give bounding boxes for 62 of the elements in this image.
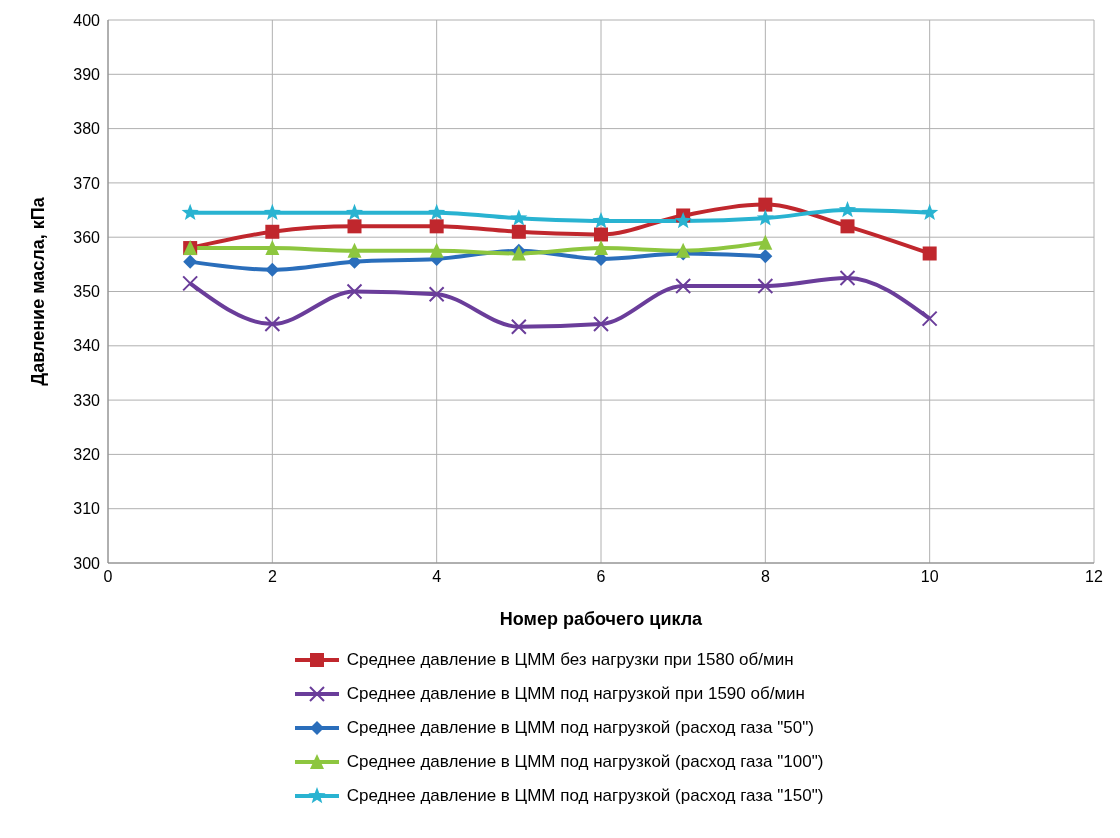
point: [676, 242, 691, 258]
x-tick-label: 2: [267, 568, 277, 586]
point: [758, 249, 773, 264]
point: [264, 316, 281, 333]
point: [428, 203, 446, 221]
x-axis-title: Номер рабочего цикла: [499, 609, 704, 629]
point: [593, 316, 609, 333]
point: [265, 240, 280, 256]
point: [181, 203, 199, 221]
point: [346, 283, 363, 300]
x-tick-label: 4: [432, 568, 442, 586]
y-tick-label: 390: [73, 65, 101, 83]
y-tick-label: 300: [73, 554, 101, 572]
point: [674, 211, 692, 229]
legend-label: Среднее давление в ЦММ под нагрузкой (расход газа "100"): [346, 752, 824, 772]
legend-label: Среднее давление в ЦММ под нагрузкой при 1590 об/мин: [346, 684, 805, 704]
point: [182, 275, 199, 292]
point: [592, 211, 610, 229]
point: [756, 209, 774, 226]
x-tick-label: 12: [1085, 568, 1103, 586]
x-tick-label: 8: [760, 568, 770, 586]
point: [265, 224, 280, 239]
legend-label: Среднее давление в ЦММ под нагрузкой (расход газа "150"): [346, 786, 824, 806]
y-tick-label: 310: [73, 500, 101, 518]
point: [429, 219, 444, 234]
point: [921, 310, 938, 327]
y-tick-label: 370: [73, 174, 101, 192]
point: [758, 197, 773, 212]
y-tick-label: 360: [73, 228, 101, 246]
point: [265, 262, 280, 277]
y-axis-title: Давление масла, кПа: [28, 196, 49, 386]
point: [758, 234, 773, 250]
y-tick-label: 350: [73, 283, 101, 301]
point: [429, 242, 444, 258]
y-tick-label: 320: [73, 446, 101, 464]
x-tick-label: 10: [920, 568, 939, 586]
point: [428, 286, 445, 303]
y-tick-label: 400: [73, 11, 101, 29]
point: [510, 318, 527, 335]
point: [511, 224, 526, 239]
point: [347, 219, 362, 234]
point: [922, 246, 937, 261]
point: [921, 203, 939, 221]
point: [839, 269, 856, 286]
point: [183, 254, 198, 269]
x-tick-label: 0: [103, 568, 113, 586]
point: [594, 240, 608, 256]
point: [263, 203, 281, 221]
legend-label: Среднее давление в ЦММ без нагрузки при 1580 об/мин: [346, 650, 794, 670]
point: [838, 201, 857, 218]
point: [840, 219, 855, 234]
legend-label: Среднее давление в ЦММ под нагрузкой (расход газа "50"): [346, 718, 814, 738]
y-tick-label: 330: [73, 391, 101, 409]
point: [345, 203, 364, 221]
y-tick-label: 340: [73, 337, 101, 355]
x-tick-label: 6: [596, 568, 606, 586]
y-tick-label: 380: [73, 120, 101, 138]
point: [510, 209, 528, 226]
point: [594, 227, 608, 242]
point: [757, 278, 774, 295]
point: [675, 278, 692, 295]
point: [347, 242, 362, 258]
